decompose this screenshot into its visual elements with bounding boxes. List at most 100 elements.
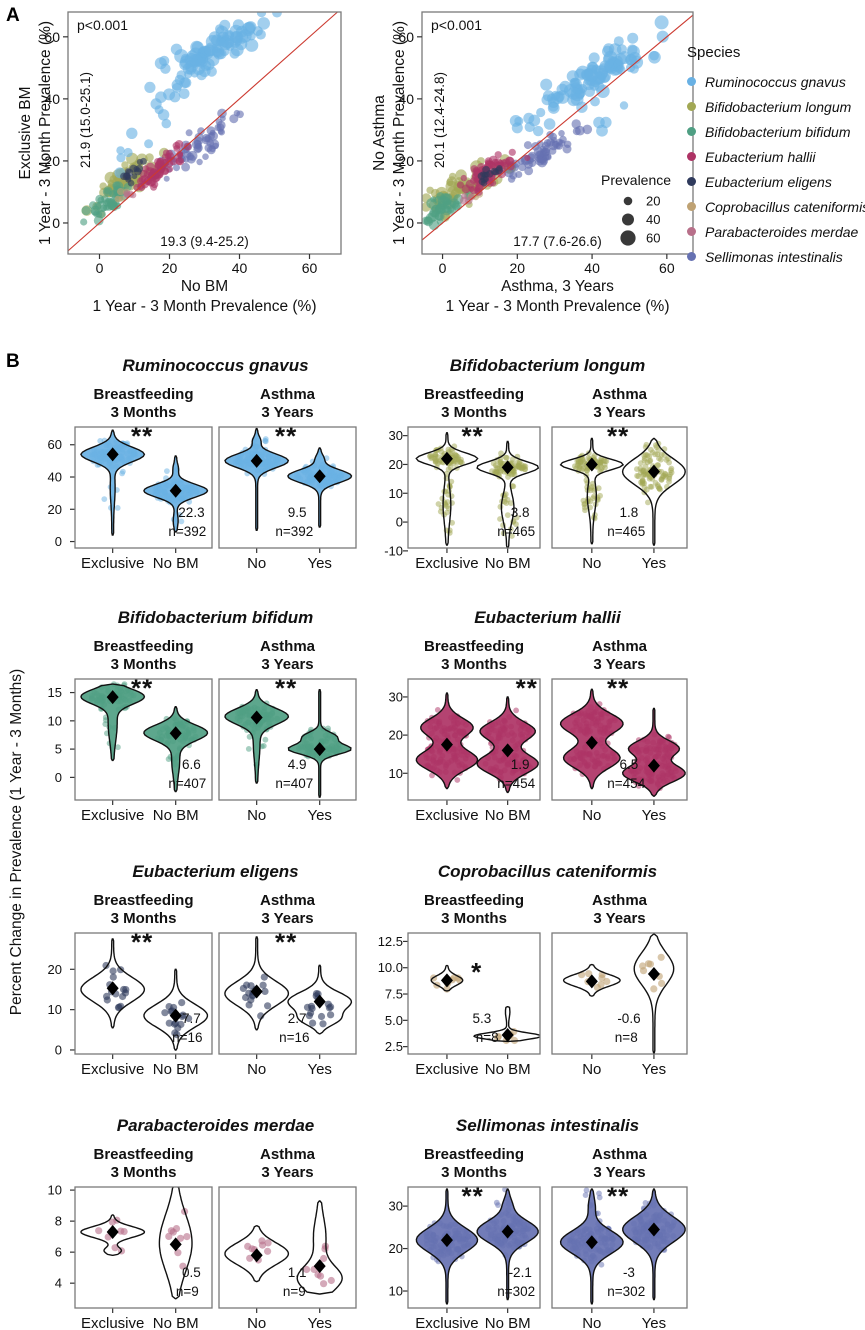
- mean-difference-value: 6.6: [182, 757, 201, 772]
- legend-color-dot-icon: [687, 77, 696, 86]
- significance-stars: **: [131, 927, 153, 957]
- panel-subtitle-line1: Asthma: [592, 386, 648, 403]
- significance-stars: **: [275, 673, 297, 703]
- violin-outline: [633, 933, 675, 1054]
- y-tick-label: 20: [48, 962, 62, 977]
- panel-subtitle-line1: Asthma: [260, 386, 316, 403]
- mean-diamond: [250, 453, 263, 468]
- sample-size: n=465: [607, 524, 645, 539]
- group-label: Exclusive: [81, 807, 144, 824]
- group-label: Exclusive: [81, 1061, 144, 1078]
- legend-item-label: Bifidobacterium bifidum: [705, 123, 851, 140]
- violin-cell-ruminococcus-gnavus: Ruminococcus gnavus0204060Breastfeeding3…: [48, 356, 357, 572]
- violin-area: [80, 1187, 193, 1300]
- group-label: No BM: [485, 1061, 531, 1078]
- mean-diamond: [313, 469, 326, 484]
- mean-diamond: [440, 451, 453, 466]
- y-tick-label: 20: [48, 502, 62, 517]
- mean-diamond: [313, 1259, 326, 1274]
- significance-stars: **: [462, 421, 484, 451]
- y-tick-label: 60: [48, 437, 62, 452]
- violin-outline: [224, 689, 290, 784]
- panel-subtitle-line1: Asthma: [592, 892, 648, 909]
- x-tick-label: 0: [96, 260, 104, 276]
- panel-subtitle-line1: Breastfeeding: [93, 638, 193, 655]
- significance-stars: *: [471, 957, 482, 987]
- plot-border: [218, 932, 357, 1055]
- significance-stars: **: [275, 421, 297, 451]
- legend-item-label: Ruminococcus gnavus: [705, 73, 846, 90]
- group-label: Exclusive: [415, 807, 478, 824]
- mean-difference-value: 1.9: [511, 757, 530, 772]
- legend-item-label: Coprobacillus cateniformis: [705, 198, 865, 215]
- plot-border: [407, 678, 541, 801]
- mean-diamond: [501, 1224, 514, 1239]
- sample-size: n=9: [176, 1284, 199, 1299]
- group-label: No: [582, 807, 601, 824]
- panel-subtitle-line2: 3 Months: [441, 656, 507, 673]
- legend-color-dot-icon: [687, 127, 696, 136]
- legend-color-dot-icon: [687, 227, 696, 236]
- panel-a-label: A: [6, 5, 20, 26]
- sample-size: n=8: [615, 1030, 638, 1045]
- violin-area: [80, 681, 209, 793]
- size-legend-dot: [623, 196, 633, 206]
- y-tick-label: 30: [389, 1199, 403, 1214]
- size-legend-dot: [622, 213, 634, 226]
- sample-size: n=407: [168, 776, 206, 791]
- identity-line: [421, 14, 694, 241]
- group-label: No: [247, 807, 266, 824]
- y-tick-label: 20: [389, 1241, 403, 1256]
- y-tick-label: 20: [44, 153, 60, 169]
- panel-subtitle-line2: 3 Months: [441, 910, 507, 927]
- plot-border: [74, 932, 213, 1055]
- panel-subtitle-line2: 3 Months: [111, 404, 177, 421]
- group-label: No BM: [153, 807, 199, 824]
- y-tick-label: 20: [389, 457, 403, 472]
- y-tick-label: 7.5: [385, 987, 403, 1002]
- plot-border: [407, 1186, 541, 1309]
- mean-difference-value: 2.7: [288, 1011, 307, 1026]
- violin-outline: [287, 689, 352, 798]
- group-label: No BM: [485, 1315, 531, 1330]
- scatter-points: [422, 15, 669, 231]
- mean-difference-value: 7.7: [182, 1011, 201, 1026]
- sample-size: n=392: [275, 524, 313, 539]
- x-tick-label: 20: [162, 260, 178, 276]
- panel-b-label: B: [6, 351, 20, 372]
- plot-border: [67, 11, 342, 255]
- size-legend-value: 60: [646, 231, 660, 246]
- panel-subtitle-line2: 3 Years: [261, 1164, 313, 1181]
- species-title: Eubacterium hallii: [474, 608, 622, 627]
- prevalence-size-legend: Prevalence 20 40 60: [601, 172, 671, 246]
- mean-difference-value: 22.3: [178, 505, 204, 520]
- group-label: Exclusive: [81, 1315, 144, 1330]
- species-title: Bifidobacterium bifidum: [118, 608, 314, 627]
- legend-item: Bifidobacterium bifidum: [687, 119, 865, 144]
- legend-item: Parabacteroides merdae: [687, 219, 865, 244]
- species-legend-title: Species: [687, 44, 741, 61]
- mean-diamond: [585, 735, 598, 750]
- y-tick-label: 10.0: [378, 960, 403, 975]
- mean-difference-value: 1.8: [620, 505, 639, 520]
- y-tick-label: 10: [48, 713, 62, 728]
- species-title: Sellimonas intestinalis: [456, 1116, 639, 1135]
- violin-outline: [80, 1214, 146, 1256]
- panel-b-violin-charts: Ruminococcus gnavus0204060Breastfeeding3…: [48, 356, 688, 1330]
- panel-subtitle-line2: 3 Years: [261, 404, 313, 421]
- group-label: No BM: [485, 807, 531, 824]
- violin-outline: [143, 706, 209, 793]
- violin-cell-bifidobacterium-longum: Bifidobacterium longum 30 20 10 0 -10 Breastfe…: [384, 356, 688, 572]
- y-tick-label: 60: [44, 29, 60, 45]
- sample-size: n=392: [168, 524, 206, 539]
- panel-subtitle-line2: 3 Months: [441, 1164, 507, 1181]
- group-label: No BM: [153, 1061, 199, 1078]
- violin-outline: [224, 427, 290, 531]
